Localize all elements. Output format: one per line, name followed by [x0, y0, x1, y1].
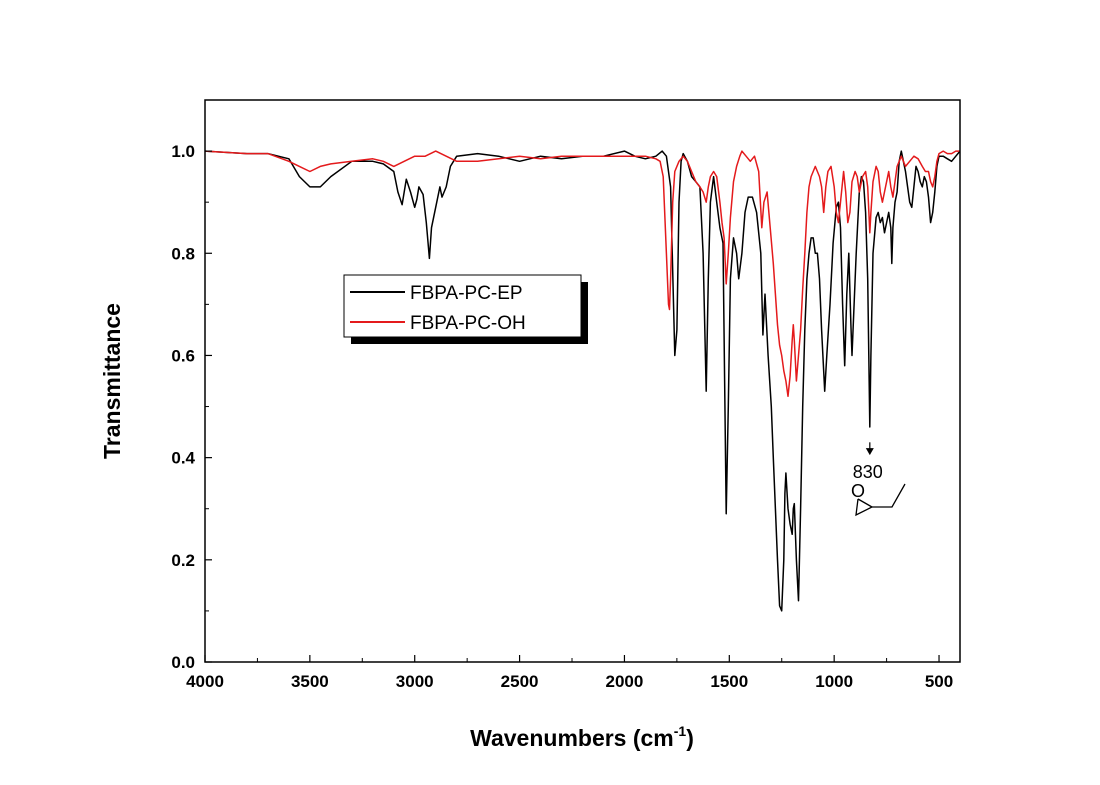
x-tick-label: 4000 — [186, 672, 224, 691]
y-tick-label: 0.8 — [171, 244, 195, 263]
y-tick-label: 0.2 — [171, 551, 195, 570]
legend-label-fbpa-pc-ep: FBPA-PC-EP — [410, 283, 523, 304]
series-layer — [204, 150, 961, 612]
x-tick-label: 1500 — [710, 672, 748, 691]
x-axis-title-superscript: -1 — [674, 723, 687, 739]
annotation-label: 830 — [853, 462, 883, 482]
series-line-fbpa-pc-ep — [204, 150, 961, 612]
y-tick-label: 0.0 — [171, 653, 195, 672]
epoxide-bonds — [855, 498, 874, 517]
x-tick-label: 3500 — [291, 672, 329, 691]
annotation-arrowhead — [865, 448, 874, 456]
y-tick-label: 0.4 — [171, 449, 195, 468]
epoxide-side-chain — [872, 483, 906, 508]
annotation-830: 830 O — [851, 442, 906, 517]
axis-layer: 4000 3500 3000 2500 2000 1500 1000 500 0.0 0.2 0.4… — [171, 99, 953, 691]
x-axis-title: Wavenumbers (cm-1) — [470, 723, 694, 751]
x-tick-label: 3000 — [396, 672, 434, 691]
x-axis-title-close: ) — [686, 725, 694, 751]
x-axis-title-main: Wavenumbers (cm — [470, 725, 674, 751]
y-tick-label: 0.6 — [171, 346, 195, 365]
legend-label-fbpa-pc-oh: FBPA-PC-OH — [410, 313, 526, 334]
x-tick-label: 2500 — [501, 672, 539, 691]
plot-frame — [204, 99, 961, 663]
y-axis-title: Transmittance — [99, 303, 125, 459]
x-tick-label: 1000 — [815, 672, 853, 691]
legend-box — [343, 274, 582, 338]
legend: FBPA-PC-EP FBPA-PC-OH — [343, 274, 588, 344]
epoxide-structure-icon: O — [851, 481, 906, 517]
y-tick-label: 1.0 — [171, 142, 195, 161]
epoxide-oxygen-label: O — [851, 481, 865, 501]
x-tick-label: 2000 — [606, 672, 644, 691]
series-line-fbpa-pc-oh — [204, 150, 960, 398]
x-tick-label: 500 — [925, 672, 953, 691]
